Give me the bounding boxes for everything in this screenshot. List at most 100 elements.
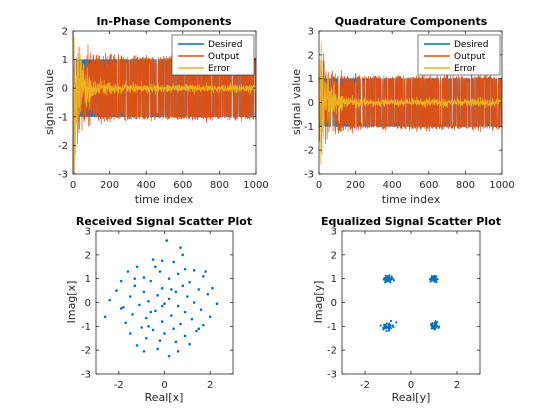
scatter-point [197, 327, 201, 331]
in-phase-legend: Desired Output Error [171, 34, 255, 76]
received-ticks: -2 0 2 -3 -2 -1 0 1 2 3 [81, 227, 233, 391]
equalized-scatter-chart: Equalized Signal Scatter Plot -2 0 2 -3 -2 -1… [312, 215, 501, 404]
scatter-point [183, 334, 187, 338]
legend-entry: Desired [454, 40, 488, 50]
scatter-point [119, 279, 123, 283]
scatter-point [199, 308, 203, 311]
scatter-point [122, 305, 125, 309]
y-tick-label: 0 [331, 298, 337, 309]
scatter-point [163, 332, 166, 335]
x-tick-label: 1000 [489, 180, 514, 191]
scatter-point [165, 239, 169, 242]
scatter-point [176, 350, 180, 353]
scatter-point [142, 290, 146, 294]
x-tick-label: 0 [161, 380, 167, 391]
scatter-point [108, 298, 111, 302]
scatter-point [149, 279, 153, 283]
x-tick-label: 0 [70, 180, 76, 191]
y-tick-label: 3 [308, 27, 314, 38]
received-ylabel: Imag[x] [65, 281, 78, 324]
scatter-point [131, 313, 134, 316]
scatter-point [433, 280, 437, 283]
legend-entry: Output [454, 52, 486, 62]
x-tick-label: 600 [173, 180, 192, 191]
scatter-point [389, 319, 393, 323]
scatter-point [133, 284, 137, 288]
y-tick-label: -2 [58, 141, 68, 152]
scatter-point [438, 325, 441, 328]
y-tick-label: 1 [62, 55, 68, 66]
y-tick-label: 3 [85, 227, 91, 238]
error-series-line [72, 30, 257, 163]
scatter-point [382, 327, 385, 330]
y-tick-label: 1 [308, 74, 314, 85]
scatter-point [202, 323, 205, 327]
scatter-point [172, 327, 175, 331]
scatter-point [140, 326, 143, 329]
in-phase-ylabel: signal value [43, 69, 56, 135]
scatter-point [135, 265, 139, 269]
scatter-point [429, 277, 432, 280]
scatter-point [154, 309, 157, 313]
y-tick-label: 1 [85, 274, 91, 285]
scatter-point [151, 258, 155, 261]
scatter-point [181, 284, 185, 288]
legend-entry: Output [208, 52, 240, 62]
equalized-ticks: -2 0 2 -3 -2 -1 0 1 2 3 [327, 227, 480, 391]
scatter-point [215, 302, 219, 305]
scatter-point [188, 342, 191, 346]
x-tick-label: 2 [454, 380, 460, 391]
scatter-point [192, 301, 196, 304]
scatter-point [151, 328, 155, 332]
scatter-point [379, 324, 382, 327]
scatter-point [392, 279, 396, 282]
scatter-point [179, 322, 182, 326]
y-tick-label: -3 [304, 170, 314, 181]
quadrature-chart: Quadrature Components 0 200 400 600 800 1000 -… [290, 15, 515, 206]
scatter-point [179, 246, 182, 249]
scatter-point [431, 276, 434, 279]
scatter-point [431, 322, 434, 325]
scatter-point [172, 260, 175, 264]
scatter-point [103, 315, 107, 319]
y-tick-label: -3 [81, 370, 91, 381]
scatter-point [156, 347, 159, 351]
y-tick-label: -1 [327, 322, 337, 333]
scatter-point [192, 269, 196, 272]
received-xlabel: Real[x] [145, 391, 184, 404]
equalized-ylabel: Imag[y] [312, 281, 325, 324]
y-tick-label: 0 [85, 298, 91, 309]
scatter-point [390, 275, 393, 278]
x-tick-label: 0 [316, 180, 322, 191]
scatter-point [434, 320, 437, 323]
scatter-point [183, 310, 187, 314]
scatter-point [124, 321, 127, 325]
quadrature-title: Quadrature Components [335, 15, 488, 28]
y-tick-label: 2 [331, 250, 337, 261]
quadrature-xlabel: time index [382, 193, 441, 206]
in-phase-plot-area [72, 30, 257, 175]
scatter-point [133, 277, 137, 280]
in-phase-xlabel: time index [135, 193, 194, 206]
legend-entry: Desired [208, 40, 242, 50]
scatter-point [160, 259, 164, 263]
scatter-point [208, 315, 212, 319]
received-scatter-chart: Received Signal Scatter Plot -2 0 2 -3 -2 -1 0… [65, 215, 252, 404]
scatter-point [160, 320, 164, 323]
y-tick-label: -2 [81, 346, 91, 357]
x-tick-label: 800 [456, 180, 475, 191]
x-tick-label: 600 [419, 180, 438, 191]
y-tick-label: -2 [304, 146, 314, 157]
scatter-point [433, 321, 437, 325]
legend-entry: Error [454, 64, 476, 74]
received-title: Received Signal Scatter Plot [76, 215, 252, 228]
scatter-point [176, 304, 180, 308]
x-tick-label: 200 [346, 180, 365, 191]
scatter-point [395, 321, 398, 324]
equalized-plot-area [379, 274, 441, 333]
in-phase-axes-box [72, 30, 257, 175]
scatter-point [128, 295, 132, 298]
scatter-point [167, 354, 171, 358]
quadrature-plot-area [318, 40, 503, 165]
equalized-axes-box [341, 230, 481, 375]
